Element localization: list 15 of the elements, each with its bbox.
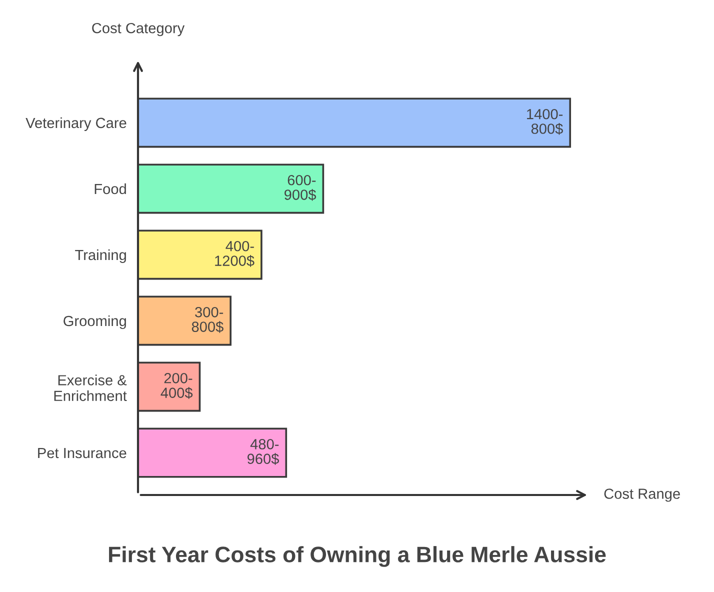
data-label: 480-960$: [247, 439, 280, 465]
x-axis-title: Cost Range: [604, 488, 680, 502]
data-label: 300-800$: [192, 306, 224, 333]
data-label: 1400-800$: [527, 108, 563, 135]
data-label: 600-900$: [284, 174, 316, 201]
y-tick-label: Veterinary Care: [26, 117, 126, 131]
y-tick-label: Grooming: [64, 315, 126, 330]
y-tick-label: Training: [75, 249, 126, 264]
y-axis-title: Cost Category: [92, 22, 185, 36]
y-tick-label: Exercise & Enrichment: [54, 374, 127, 402]
y-tick-label: Food: [94, 183, 126, 194]
text: First Year Costs of Owning a Blue Merle Aussie: [109, 546, 606, 567]
data-label: 400-1200$: [215, 240, 254, 267]
data-label: 200-400$: [160, 373, 193, 399]
y-tick-label: Pet Insurance: [38, 448, 126, 458]
